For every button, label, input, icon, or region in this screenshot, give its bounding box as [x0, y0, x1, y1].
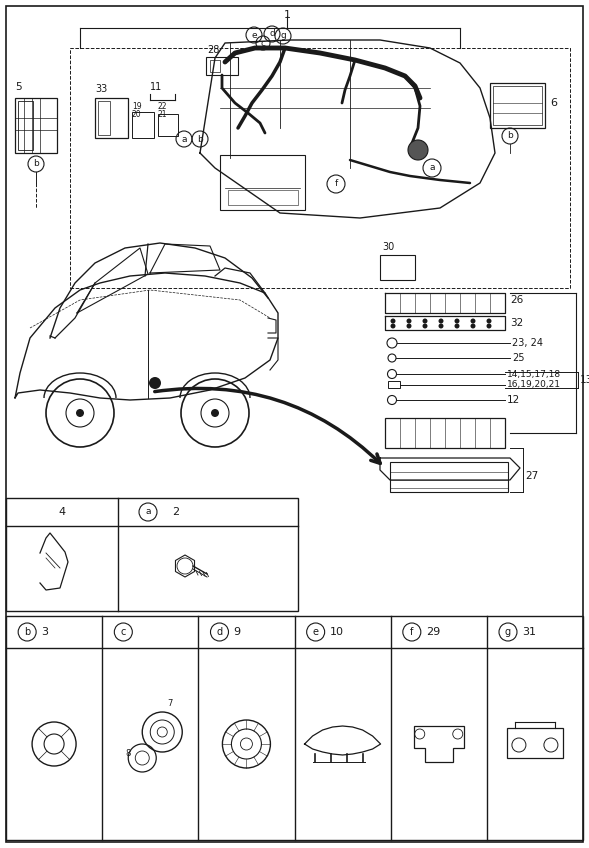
Text: 19: 19 — [132, 102, 141, 111]
Circle shape — [487, 323, 491, 328]
Bar — [206, 57, 238, 75]
Text: 21: 21 — [157, 110, 167, 119]
Bar — [18, 101, 33, 150]
Bar — [220, 155, 305, 210]
Text: 28: 28 — [207, 45, 219, 55]
Text: 30: 30 — [382, 242, 394, 252]
Text: 23, 24: 23, 24 — [512, 338, 543, 348]
Text: b: b — [197, 135, 203, 143]
Text: 32: 32 — [510, 318, 523, 328]
Bar — [158, 114, 178, 136]
Text: 26: 26 — [510, 295, 523, 305]
Bar — [70, 48, 570, 288]
Text: d: d — [216, 627, 223, 637]
Text: 4: 4 — [58, 507, 65, 517]
Text: g: g — [280, 31, 286, 41]
Text: e: e — [313, 627, 319, 637]
Text: d: d — [269, 30, 275, 38]
Text: f: f — [410, 627, 413, 637]
Text: 6: 6 — [550, 98, 557, 108]
Bar — [95, 98, 128, 138]
Text: 16,19,20,21: 16,19,20,21 — [507, 381, 561, 389]
Text: 14,15,17,18: 14,15,17,18 — [507, 370, 561, 378]
Text: 7: 7 — [167, 699, 173, 708]
Bar — [6, 498, 298, 611]
Bar — [228, 190, 298, 205]
Circle shape — [471, 323, 475, 328]
Bar — [210, 60, 220, 72]
Text: c: c — [260, 38, 266, 47]
Text: 1: 1 — [283, 10, 290, 20]
Text: b: b — [24, 627, 30, 637]
Text: 20: 20 — [132, 110, 141, 119]
Text: 10: 10 — [330, 627, 343, 637]
Circle shape — [422, 319, 428, 323]
Bar — [390, 462, 508, 492]
Circle shape — [391, 323, 395, 328]
Bar — [15, 98, 57, 153]
Text: 33: 33 — [95, 84, 107, 94]
Text: 25: 25 — [512, 353, 524, 363]
Circle shape — [211, 409, 219, 417]
Bar — [493, 86, 542, 125]
Text: 2: 2 — [172, 507, 179, 517]
Text: 11: 11 — [150, 82, 162, 92]
Text: 31: 31 — [522, 627, 536, 637]
Text: 13: 13 — [580, 375, 589, 385]
Text: 8: 8 — [125, 750, 130, 758]
Bar — [6, 616, 583, 840]
Text: a: a — [145, 507, 151, 516]
Text: 22: 22 — [157, 102, 167, 111]
Circle shape — [471, 319, 475, 323]
Circle shape — [76, 409, 84, 417]
Bar — [132, 112, 154, 138]
Text: g: g — [505, 627, 511, 637]
Circle shape — [455, 323, 459, 328]
Text: 9: 9 — [233, 627, 241, 637]
Bar — [98, 101, 110, 135]
Text: 27: 27 — [525, 471, 538, 481]
Circle shape — [408, 140, 428, 160]
Bar — [490, 83, 545, 128]
Bar — [507, 728, 563, 758]
Circle shape — [487, 319, 491, 323]
Text: 5: 5 — [15, 82, 22, 92]
Text: b: b — [33, 159, 39, 169]
Bar — [385, 418, 505, 448]
Text: 12: 12 — [507, 395, 520, 405]
Circle shape — [455, 319, 459, 323]
Text: e: e — [251, 31, 257, 40]
Bar — [388, 381, 400, 388]
Circle shape — [422, 323, 428, 328]
Text: a: a — [429, 164, 435, 172]
Text: 3: 3 — [41, 627, 48, 637]
Bar — [380, 255, 415, 280]
Text: f: f — [335, 180, 337, 188]
Circle shape — [438, 323, 444, 328]
Circle shape — [438, 319, 444, 323]
Circle shape — [406, 319, 412, 323]
Text: 29: 29 — [426, 627, 440, 637]
Circle shape — [391, 319, 395, 323]
Text: c: c — [121, 627, 126, 637]
Text: b: b — [507, 131, 513, 141]
Circle shape — [406, 323, 412, 328]
Text: a: a — [181, 135, 187, 143]
Circle shape — [149, 377, 161, 389]
